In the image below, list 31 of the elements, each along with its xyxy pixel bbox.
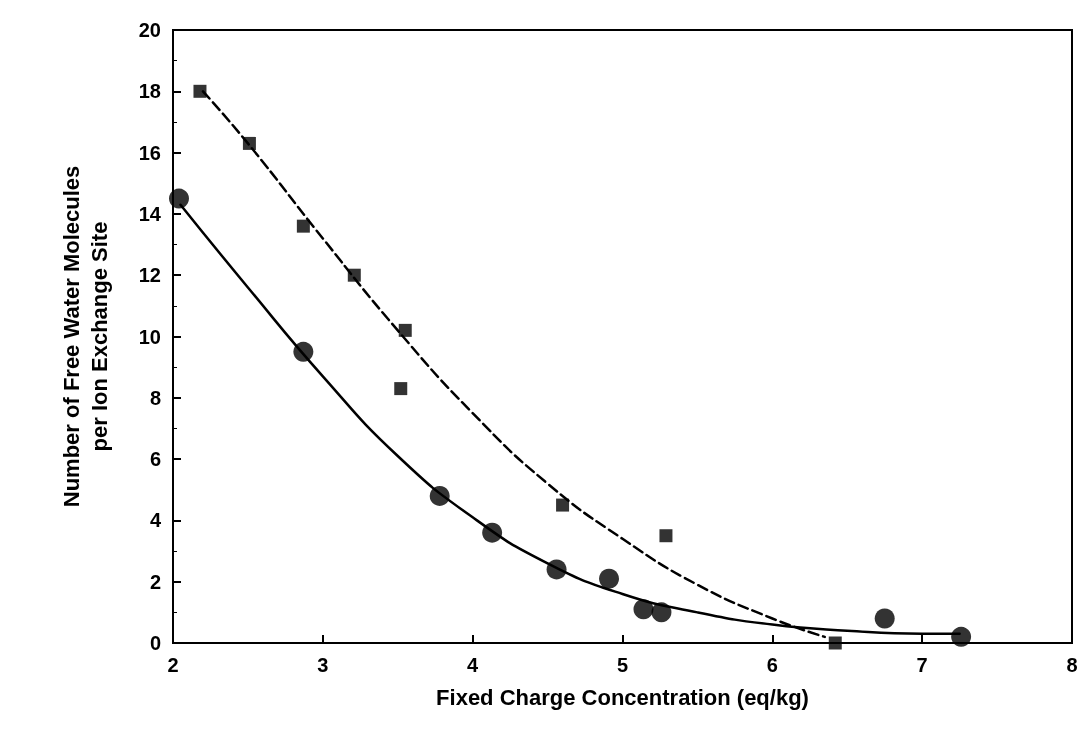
x-axis-title: Fixed Charge Concentration (eq/kg) [436, 684, 809, 710]
point [296, 219, 310, 233]
y-tick-label: 14 [138, 202, 162, 225]
y-tick-label: 6 [149, 448, 161, 471]
point [394, 382, 408, 396]
point [951, 626, 972, 647]
y-tick-label: 18 [138, 80, 161, 103]
y-tick-label: 12 [138, 264, 161, 287]
x-tick-label: 5 [616, 654, 629, 676]
x-tick-label: 7 [916, 654, 928, 676]
y-tick-label: 20 [138, 19, 161, 41]
y-tick-label: 8 [149, 386, 161, 409]
x-tick-label: 4 [467, 654, 480, 676]
x-tick-label: 2 [167, 654, 179, 676]
point [659, 529, 673, 543]
x-tick-label: 3 [317, 654, 329, 676]
x-tick-label: 6 [766, 654, 778, 676]
y-tick-label: 16 [138, 141, 161, 164]
point [599, 568, 620, 589]
y-tick-label: 10 [138, 325, 161, 348]
point [169, 188, 189, 209]
point [193, 84, 207, 98]
y-tick-label: 2 [149, 570, 161, 593]
y-tick-label: 0 [149, 632, 161, 654]
point [828, 636, 842, 650]
point [398, 323, 412, 337]
point [556, 498, 570, 512]
x-tick-label: 8 [1066, 654, 1078, 676]
y-tick-label: 4 [149, 509, 162, 532]
y-axis-title: Number of Free Water Molecules per Ion Exchange Site [58, 165, 112, 508]
point [874, 608, 895, 629]
